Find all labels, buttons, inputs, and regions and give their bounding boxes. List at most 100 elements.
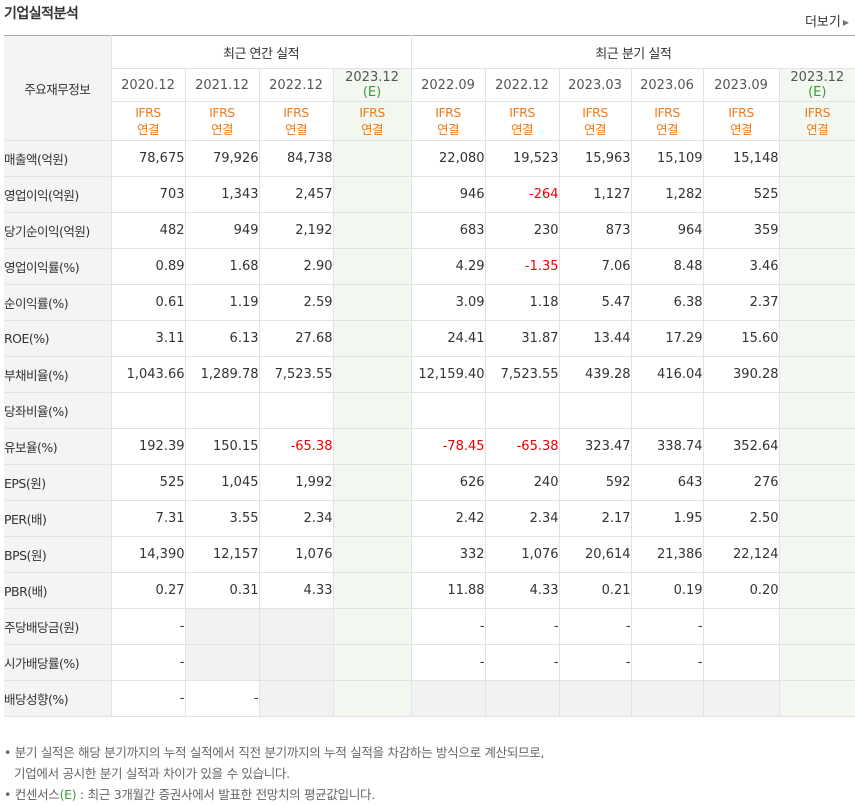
table-cell: 27.68 <box>258 320 334 357</box>
table-cell: 15,148 <box>702 140 780 177</box>
table-cell: -1.35 <box>484 248 560 285</box>
table-cell <box>110 392 186 429</box>
table-cell: 7,523.55 <box>258 356 334 393</box>
table-cell <box>778 572 855 609</box>
table-cell <box>332 608 412 645</box>
footnote-1: • 분기 실적은 해당 분기까지의 누적 실적에서 직전 분기까지의 누적 실적… <box>4 745 545 760</box>
table-cell: 19,523 <box>484 140 560 177</box>
row-label: EPS(원) <box>4 464 112 501</box>
table-cell: -65.38 <box>258 428 334 465</box>
table-cell: - <box>410 608 486 645</box>
table-cell: - <box>184 680 260 717</box>
row-label: PER(배) <box>4 500 112 537</box>
table-cell: 643 <box>630 464 704 501</box>
row-label: 매출액(억원) <box>4 140 112 177</box>
table-cell: 964 <box>630 212 704 249</box>
table-row: 유보율(%) 192.39 150.15 -65.38 -78.45 -65.38 323.… <box>4 428 855 465</box>
table-cell <box>778 356 855 393</box>
table-cell: 2.59 <box>258 284 334 321</box>
table-cell: 1,043.66 <box>110 356 186 393</box>
more-link[interactable]: 더보기 ▶ <box>805 11 849 30</box>
table-cell: 84,738 <box>258 140 334 177</box>
row-label: 당좌비율(%) <box>4 392 112 429</box>
table-row: PER(배) 7.31 3.55 2.34 2.42 2.34 2.17 1.95 2.50 <box>4 500 855 537</box>
period-header: 2023.09 <box>702 68 780 102</box>
table-cell: 2.37 <box>702 284 780 321</box>
table-cell: 20,614 <box>558 536 632 573</box>
table-cell: 0.61 <box>110 284 186 321</box>
period-header: 2023.03 <box>558 68 632 102</box>
table-cell: 3.09 <box>410 284 486 321</box>
table-cell: 22,080 <box>410 140 486 177</box>
table-cell: - <box>558 644 632 681</box>
table-cell <box>778 320 855 357</box>
table-cell <box>410 680 486 717</box>
row-label: 주당배당금(원) <box>4 608 112 645</box>
table-cell <box>778 644 855 681</box>
table-row: 당좌비율(%) <box>4 392 855 429</box>
table-cell: 1.95 <box>630 500 704 537</box>
table-cell: 439.28 <box>558 356 632 393</box>
table-cell: 2.90 <box>258 248 334 285</box>
table-cell <box>778 428 855 465</box>
table-cell: 0.27 <box>110 572 186 609</box>
table-row: 매출액(억원) 78,675 79,926 84,738 22,080 19,523 15,… <box>4 140 855 177</box>
table-cell: 0.19 <box>630 572 704 609</box>
table-cell <box>332 572 412 609</box>
table-cell: 12,159.40 <box>410 356 486 393</box>
table-cell <box>332 680 412 717</box>
table-cell <box>778 248 855 285</box>
table-cell <box>630 392 704 429</box>
period-header: 2020.12 <box>111 68 186 102</box>
table-cell: 3.46 <box>702 248 780 285</box>
ifrs-consolidated-label: IFRS 연결 <box>410 101 486 141</box>
ifrs-consolidated-label: IFRS 연결 <box>184 101 260 141</box>
table-row: 순이익률(%) 0.61 1.19 2.59 3.09 1.18 5.47 6.38 2.37 <box>4 284 855 321</box>
table-cell <box>332 212 412 249</box>
table-cell: 240 <box>484 464 560 501</box>
table-cell <box>558 680 632 717</box>
table-cell <box>484 680 560 717</box>
section-title: 기업실적분석 <box>4 6 79 22</box>
table-row: BPS(원) 14,390 12,157 1,076 332 1,076 20,614 21,… <box>4 536 855 573</box>
ifrs-consolidated-label: IFRS 연결 <box>332 101 412 141</box>
table-cell <box>778 500 855 537</box>
table-cell <box>258 644 334 681</box>
table-cell: 1,045 <box>184 464 260 501</box>
table-cell <box>778 284 855 321</box>
table-cell: 482 <box>110 212 186 249</box>
table-cell: 390.28 <box>702 356 780 393</box>
table-cell: 323.47 <box>558 428 632 465</box>
table-cell <box>702 392 780 429</box>
row-label: 영업이익(억원) <box>4 176 112 213</box>
table-cell: 230 <box>484 212 560 249</box>
footnote-1-cont: 기업에서 공시한 분기 실적과 차이가 있을 수 있습니다. <box>14 766 290 781</box>
table-cell: 1.19 <box>184 284 260 321</box>
footnote-2: • 컨센서스(E) : 최근 3개월간 증권사에서 발표한 전망치의 평균값입니… <box>4 787 375 802</box>
table-row: ROE(%) 3.11 6.13 27.68 24.41 31.87 13.44 17.29 1… <box>4 320 855 357</box>
table-cell: 873 <box>558 212 632 249</box>
table-cell <box>332 284 412 321</box>
ifrs-consolidated-label: IFRS 연결 <box>558 101 632 141</box>
table-cell: 2,192 <box>258 212 334 249</box>
table-cell: 525 <box>110 464 186 501</box>
table-cell <box>778 464 855 501</box>
table-row: PBR(배) 0.27 0.31 4.33 11.88 4.33 0.21 0.19 0.20 <box>4 572 855 609</box>
table-cell <box>702 680 780 717</box>
table-cell: 2.42 <box>410 500 486 537</box>
table-cell: 626 <box>410 464 486 501</box>
table-cell: 338.74 <box>630 428 704 465</box>
table-cell: - <box>630 608 704 645</box>
table-cell: 2.50 <box>702 500 780 537</box>
table-cell <box>332 500 412 537</box>
period-header: 2023.12 (E) <box>332 68 412 102</box>
period-header: 2022.09 <box>410 68 486 102</box>
table-cell: 3.11 <box>110 320 186 357</box>
table-cell: - <box>558 608 632 645</box>
table-cell: 15.60 <box>702 320 780 357</box>
table-cell: 2.34 <box>258 500 334 537</box>
table-row: 배당성향(%) - - <box>4 680 855 717</box>
table-cell <box>778 176 855 213</box>
period-header: 2022.12 <box>258 68 334 102</box>
table-cell <box>778 608 855 645</box>
